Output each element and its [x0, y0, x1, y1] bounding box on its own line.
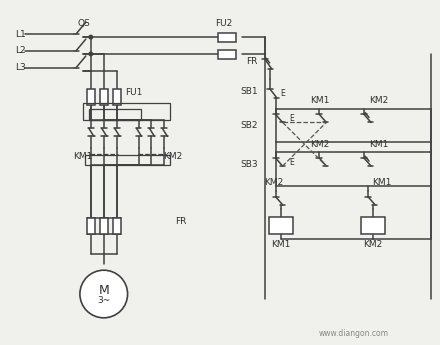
Text: L1: L1 [15, 30, 26, 39]
Bar [113, 218, 121, 234]
Bar [83, 102, 170, 120]
Circle shape [89, 35, 92, 39]
Text: KM1: KM1 [271, 240, 290, 249]
Text: FR: FR [246, 57, 258, 66]
Text: E: E [290, 158, 294, 167]
Text: 3~: 3~ [97, 296, 110, 305]
Text: SB1: SB1 [240, 87, 258, 96]
Text: KM2: KM2 [310, 140, 329, 149]
Text: KM2: KM2 [363, 240, 383, 249]
Text: KM1: KM1 [369, 140, 389, 149]
Bar [218, 50, 236, 59]
Text: KM1: KM1 [310, 96, 329, 105]
Text: KM1: KM1 [73, 152, 92, 161]
Bar [100, 89, 108, 105]
Bar [87, 89, 95, 105]
Bar [87, 218, 95, 234]
Bar [361, 217, 385, 235]
Bar [113, 89, 121, 105]
Text: L3: L3 [15, 63, 26, 72]
Text: KM2: KM2 [163, 152, 182, 161]
Text: KM1: KM1 [372, 178, 392, 187]
Bar [269, 217, 293, 235]
Text: www.diangon.com: www.diangon.com [319, 329, 389, 338]
Bar [100, 218, 108, 234]
Text: KM2: KM2 [369, 96, 389, 105]
Circle shape [80, 270, 128, 318]
Text: E: E [281, 89, 286, 98]
Text: M: M [99, 284, 109, 297]
Circle shape [89, 52, 92, 56]
Text: SB3: SB3 [240, 160, 258, 169]
Bar [218, 33, 236, 42]
Text: FR: FR [175, 217, 187, 226]
Text: E: E [290, 114, 294, 123]
Text: L2: L2 [15, 47, 26, 56]
Bar [89, 109, 140, 120]
Text: FU1: FU1 [125, 88, 143, 97]
Bar [85, 155, 170, 165]
Text: QS: QS [77, 19, 90, 28]
Text: KM2: KM2 [264, 178, 283, 187]
Text: SB2: SB2 [240, 121, 258, 130]
Text: FU2: FU2 [215, 19, 233, 28]
